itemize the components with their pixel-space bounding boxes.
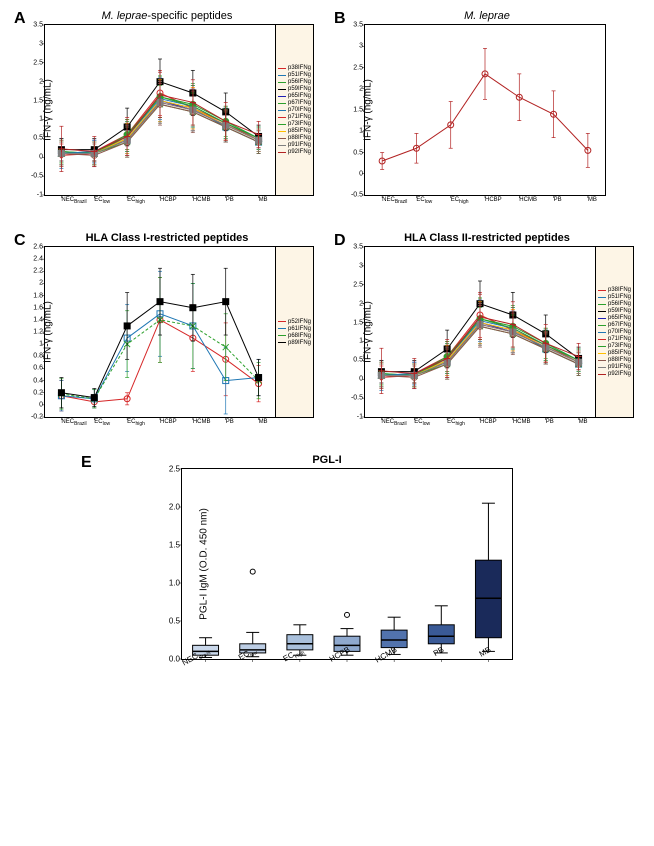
x-axis-ticks: NECBrazilEClowEChighHCBPHCMBPBMB	[45, 417, 275, 437]
legend-item: p67IFNg	[598, 322, 631, 328]
panel-D: D HLA Class II-restricted peptides IFN-γ…	[330, 232, 644, 444]
legend-label: p52IFNg	[288, 319, 311, 325]
legend-item: p51IFNg	[278, 72, 311, 78]
legend-label: p88IFNg	[608, 357, 631, 363]
legend-item: p71IFNg	[598, 336, 631, 342]
legend-item: p85IFNg	[598, 350, 631, 356]
legend-item: p61IFNg	[278, 326, 311, 332]
legend-label: p65IFNg	[608, 315, 631, 321]
panel-C: C HLA Class I-restricted peptides IFN-γ …	[10, 232, 324, 444]
y-axis-ticks: -1-0.500.511.522.533.5	[23, 25, 43, 195]
legend-item: p92IFNg	[598, 371, 631, 377]
y-axis-label: PGL-I IgM (O.D. 450 nm)	[198, 508, 209, 620]
legend-item: p56IFNg	[278, 79, 311, 85]
legend-label: p91IFNg	[288, 142, 311, 148]
y-axis-label: IFN-γ (ng/mL)	[42, 301, 53, 363]
legend-label: p56IFNg	[288, 79, 311, 85]
x-axis-ticks: NECBrazilEClowECHighHCPBHCMBPBMB	[182, 639, 512, 679]
legend-item: p73IFNg	[278, 121, 311, 127]
legend-label: p88IFNg	[288, 135, 311, 141]
legend-label: p56IFNg	[608, 301, 631, 307]
y-axis-label: IFN-γ (ng/mL)	[362, 301, 373, 363]
chart-plot-area: IFN-γ (ng/mL) -1-0.500.511.522.533.5 NEC…	[364, 246, 596, 418]
chart-title: PGL-I	[141, 454, 513, 466]
legend-label: p91IFNg	[608, 364, 631, 370]
y-axis-ticks: -0.500.511.522.533.5	[343, 25, 363, 195]
y-axis-ticks: 0.00.51.01.52.02.5	[160, 469, 180, 659]
x-axis-ticks: NECBrazilEClowEChighHCBPHCMBPBMB	[365, 417, 595, 437]
legend-item: p89IFNg	[278, 340, 311, 346]
chart-title: M. leprae-specific peptides	[10, 10, 324, 22]
legend-item: p92IFNg	[278, 149, 311, 155]
chart-title: HLA Class II-restricted peptides	[330, 232, 644, 244]
legend-item: p65IFNg	[278, 93, 311, 99]
legend: p38IFNgp51IFNgp56IFNgp59IFNgp65IFNgp67IF…	[596, 246, 634, 418]
figure-grid: A M. leprae-specific peptides IFN-γ (ng/…	[10, 10, 644, 700]
x-axis-ticks: NECBrazilEClowEChighHCBPHCMBPBMB	[365, 195, 605, 215]
legend: p38IFNgp51IFNgp56IFNgp59IFNgp65IFNgp67IF…	[276, 24, 314, 196]
legend-label: p70IFNg	[608, 329, 631, 335]
legend-label: p92IFNg	[608, 371, 631, 377]
chart-title: M. leprae	[330, 10, 644, 22]
chart-plot-area: PGL-I IgM (O.D. 450 nm) 0.00.51.01.52.02…	[181, 468, 513, 660]
legend-item: p59IFNg	[278, 86, 311, 92]
legend-item: p38IFNg	[278, 65, 311, 71]
legend-label: p71IFNg	[608, 336, 631, 342]
legend-item: p70IFNg	[598, 329, 631, 335]
legend-item: p73IFNg	[598, 343, 631, 349]
legend-label: p67IFNg	[608, 322, 631, 328]
y-axis-ticks: -0.200.20.40.60.811.21.41.61.822.22.42.6	[23, 247, 43, 417]
chart-title: HLA Class I-restricted peptides	[10, 232, 324, 244]
legend-item: p88IFNg	[278, 135, 311, 141]
chart-plot-area: IFN-γ (ng/mL) -1-0.500.511.522.533.5 NEC…	[44, 24, 276, 196]
y-axis-label: IFN-γ (ng/mL)	[42, 79, 53, 141]
legend-item: p59IFNg	[598, 308, 631, 314]
legend-item: p52IFNg	[278, 319, 311, 325]
panel-E: E PGL-I PGL-I IgM (O.D. 450 nm) 0.00.51.…	[10, 454, 644, 700]
legend-label: p65IFNg	[288, 93, 311, 99]
legend-item: p70IFNg	[278, 107, 311, 113]
legend-item: p91IFNg	[278, 142, 311, 148]
legend-label: p38IFNg	[608, 287, 631, 293]
legend-item: p68IFNg	[278, 333, 311, 339]
legend-label: p51IFNg	[608, 294, 631, 300]
legend-item: p56IFNg	[598, 301, 631, 307]
legend-label: p59IFNg	[608, 308, 631, 314]
legend-label: p61IFNg	[288, 326, 311, 332]
panel-label: E	[81, 454, 92, 472]
legend: p52IFNgp61IFNgp68IFNgp89IFNg	[276, 246, 314, 418]
legend-label: p73IFNg	[288, 121, 311, 127]
legend-label: p85IFNg	[608, 350, 631, 356]
legend-label: p67IFNg	[288, 100, 311, 106]
y-axis-ticks: -1-0.500.511.522.533.5	[343, 247, 363, 417]
legend-label: p85IFNg	[288, 128, 311, 134]
chart-plot-area: IFN-γ (ng/mL) -0.200.20.40.60.811.21.41.…	[44, 246, 276, 418]
legend-label: p92IFNg	[288, 149, 311, 155]
legend-item: p88IFNg	[598, 357, 631, 363]
legend-label: p51IFNg	[288, 72, 311, 78]
legend-item: p51IFNg	[598, 294, 631, 300]
legend-label: p73IFNg	[608, 343, 631, 349]
legend-item: p91IFNg	[598, 364, 631, 370]
chart-plot-area: IFN-γ (ng/mL) -0.500.511.522.533.5 NECBr…	[364, 24, 606, 196]
legend-item: p38IFNg	[598, 287, 631, 293]
legend-label: p89IFNg	[288, 340, 311, 346]
panel-B: B M. leprae IFN-γ (ng/mL) -0.500.511.522…	[330, 10, 644, 222]
legend-label: p71IFNg	[288, 114, 311, 120]
legend-item: p71IFNg	[278, 114, 311, 120]
legend-item: p85IFNg	[278, 128, 311, 134]
x-axis-ticks: NECBrazilEClowEChighHCBPHCMBPBMB	[45, 195, 275, 215]
y-axis-label: IFN-γ (ng/mL)	[362, 79, 373, 141]
legend-label: p70IFNg	[288, 107, 311, 113]
legend-item: p67IFNg	[278, 100, 311, 106]
legend-item: p65IFNg	[598, 315, 631, 321]
legend-label: p68IFNg	[288, 333, 311, 339]
legend-label: p38IFNg	[288, 65, 311, 71]
legend-label: p59IFNg	[288, 86, 311, 92]
panel-A: A M. leprae-specific peptides IFN-γ (ng/…	[10, 10, 324, 222]
